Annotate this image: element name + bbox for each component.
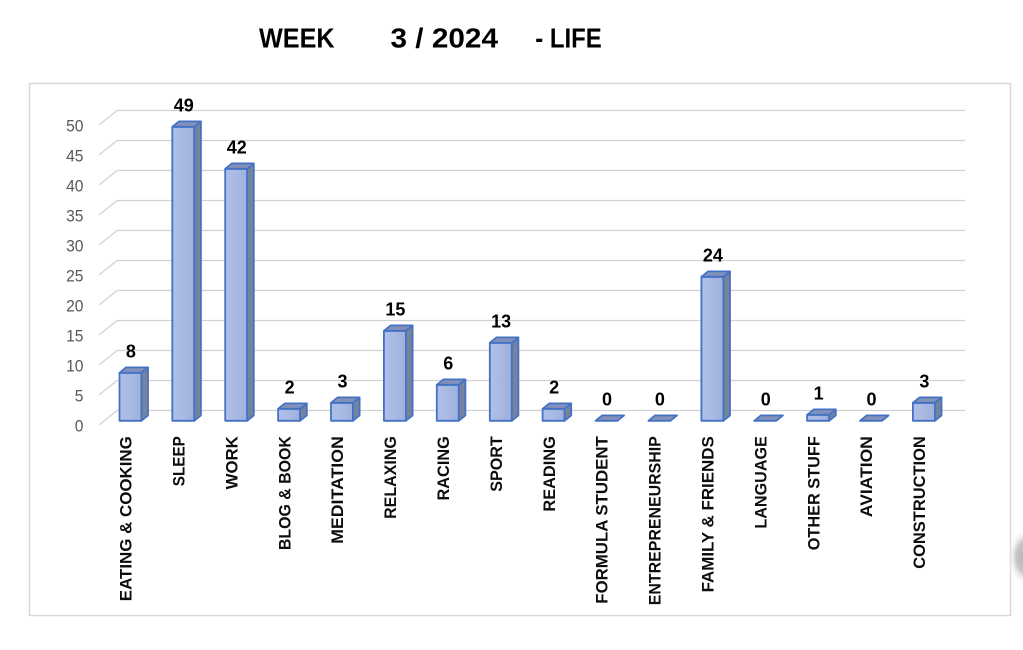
svg-text:25: 25 [66, 266, 83, 285]
svg-text:1: 1 [814, 384, 824, 404]
svg-text:LANGUAGE: LANGUAGE [751, 436, 770, 528]
svg-text:42: 42 [227, 138, 247, 158]
svg-text:0: 0 [602, 390, 612, 410]
svg-text:0: 0 [761, 390, 771, 410]
svg-text:35: 35 [66, 206, 83, 225]
svg-text:30: 30 [66, 236, 83, 255]
svg-text:0: 0 [75, 416, 84, 435]
svg-text:RELAXING: RELAXING [381, 436, 400, 519]
svg-text:40: 40 [66, 176, 83, 195]
svg-text:AVIATION: AVIATION [857, 436, 876, 517]
svg-text:5: 5 [75, 386, 84, 405]
svg-text:10: 10 [66, 356, 83, 375]
svg-text:BLOG & BOOK: BLOG & BOOK [275, 436, 294, 551]
svg-text:- LIFE: - LIFE [535, 22, 602, 53]
svg-text:FAMILY & FRIENDS: FAMILY & FRIENDS [699, 436, 718, 592]
svg-text:24: 24 [703, 246, 723, 266]
svg-text:45: 45 [66, 146, 83, 165]
svg-text:SLEEP: SLEEP [170, 436, 189, 486]
svg-text:2: 2 [285, 378, 295, 398]
svg-text:3 / 2024: 3 / 2024 [391, 22, 499, 53]
svg-text:RACING: RACING [434, 436, 453, 500]
svg-text:OTHER STUFF: OTHER STUFF [804, 436, 823, 550]
svg-text:SPORT: SPORT [487, 436, 506, 492]
svg-text:3: 3 [337, 372, 347, 392]
svg-text:FORMULA STUDENT: FORMULA STUDENT [593, 436, 612, 604]
svg-text:WEEK: WEEK [259, 22, 335, 53]
svg-text:CONSTRUCTION: CONSTRUCTION [910, 436, 929, 569]
svg-text:13: 13 [491, 312, 511, 332]
svg-text:ENTREPRENEURSHIP: ENTREPRENEURSHIP [646, 436, 665, 605]
svg-text:20: 20 [66, 296, 83, 315]
svg-text:0: 0 [866, 390, 876, 410]
svg-text:READING: READING [540, 436, 559, 511]
svg-text:49: 49 [174, 96, 194, 116]
svg-text:2: 2 [549, 378, 559, 398]
svg-text:15: 15 [385, 300, 405, 320]
svg-text:WORK: WORK [222, 435, 241, 489]
svg-text:50: 50 [66, 116, 83, 135]
svg-text:3: 3 [919, 372, 929, 392]
svg-text:MEDITATION: MEDITATION [328, 436, 347, 544]
svg-text:0: 0 [655, 390, 665, 410]
svg-text:15: 15 [66, 326, 83, 345]
svg-text:EATING & COOKING: EATING & COOKING [117, 436, 136, 601]
svg-text:6: 6 [443, 354, 453, 374]
svg-text:8: 8 [126, 342, 136, 362]
